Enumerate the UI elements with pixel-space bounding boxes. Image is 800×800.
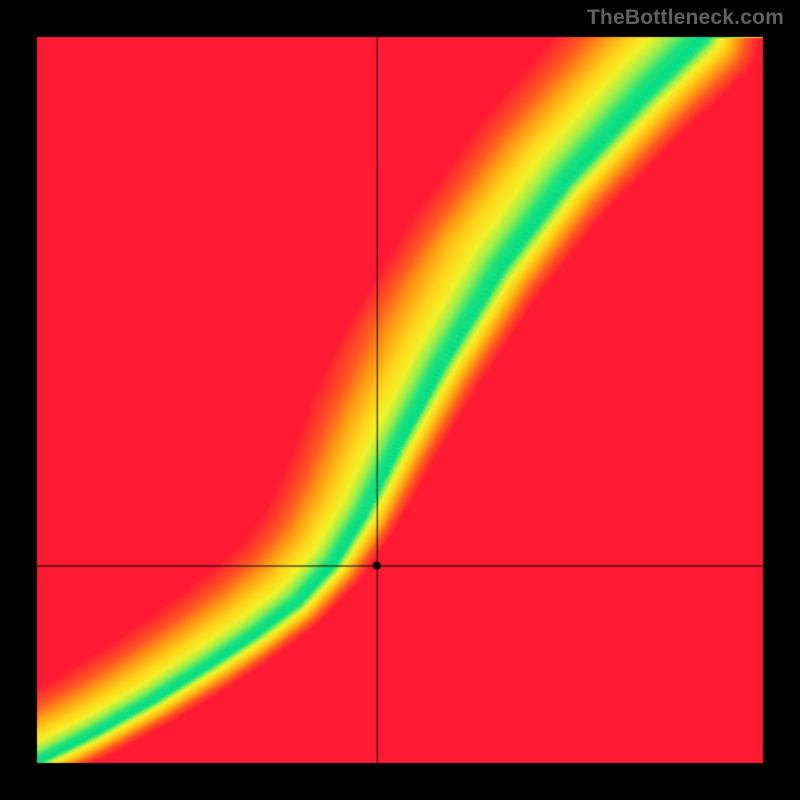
watermark-text: TheBottleneck.com bbox=[587, 6, 784, 30]
heatmap-canvas bbox=[0, 0, 800, 800]
chart-container: TheBottleneck.com bbox=[0, 0, 800, 800]
